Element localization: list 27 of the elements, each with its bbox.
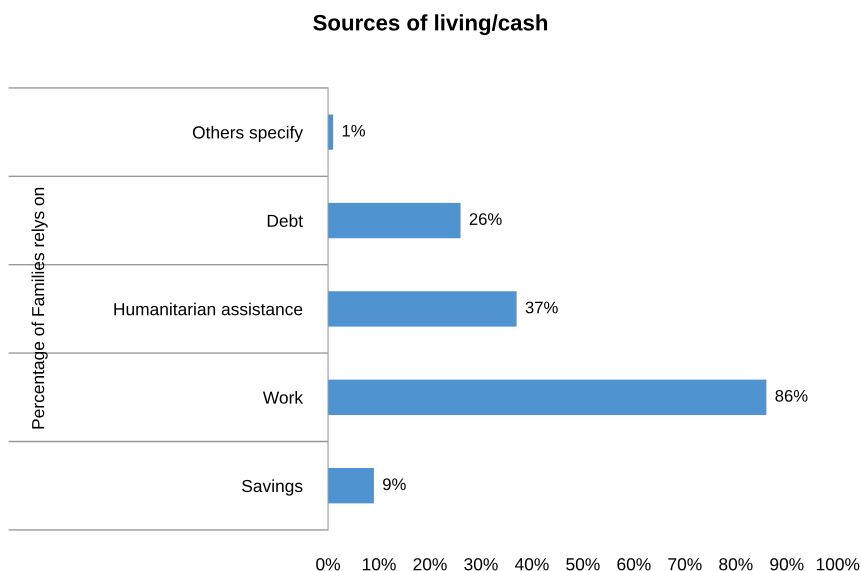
data-label: 37% (526, 302, 558, 314)
x-tick-label: 10% (362, 558, 396, 570)
bar (328, 291, 517, 327)
data-label: 86% (775, 390, 808, 402)
y-tick-label: Savings (242, 479, 302, 496)
x-tick-label: 50% (566, 558, 600, 570)
x-tick-label: 90% (770, 558, 804, 570)
y-tick-label: Humanitarian assistance (114, 302, 302, 316)
x-tick-label: 40% (514, 558, 549, 570)
chart-title: Sources of living/cash (313, 14, 548, 36)
text: Percentage of Families relys on (32, 188, 48, 428)
bar (328, 468, 374, 504)
x-tick-label: 0% (316, 558, 340, 570)
bar (328, 202, 461, 238)
x-tick-label: 60% (617, 558, 651, 570)
x-tick-label: 100% (816, 558, 860, 570)
data-label: 9% (383, 478, 406, 490)
bar (328, 380, 766, 415)
x-tick-label: 80% (719, 558, 753, 570)
data-label: 26% (470, 213, 502, 225)
y-tick-label: Debt (268, 214, 303, 227)
data-label: 1% (342, 124, 365, 137)
y-tick-label: Work (262, 391, 304, 404)
x-tick-label: 20% (413, 558, 447, 570)
y-tick-label: Others specify (192, 126, 304, 142)
x-tick-label: 70% (668, 558, 702, 570)
x-tick-label: 30% (464, 558, 498, 570)
